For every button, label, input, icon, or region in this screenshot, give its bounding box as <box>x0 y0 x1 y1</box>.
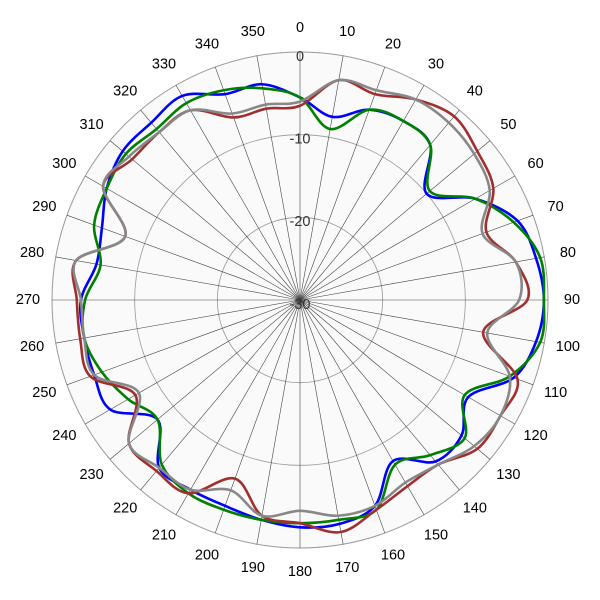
angle-tick-label: 240 <box>52 428 76 444</box>
angle-tick-label: 120 <box>523 428 547 444</box>
angle-tick-label: 210 <box>152 528 176 544</box>
angle-tick-label: 340 <box>195 36 219 52</box>
angle-tick-label: 10 <box>339 24 355 40</box>
grid-spoke <box>299 66 386 301</box>
grid-spoke <box>299 140 491 301</box>
grid-spoke <box>299 299 545 344</box>
angle-tick-label: 30 <box>428 56 444 72</box>
grid-spoke <box>85 299 301 425</box>
grid-spoke <box>214 299 301 534</box>
grid-spoke <box>299 299 534 386</box>
grid-spoke <box>109 299 301 460</box>
angle-tick-label: 80 <box>560 245 576 261</box>
grid-spoke <box>299 299 344 545</box>
grid-spoke <box>299 109 460 301</box>
angle-tick-label: 90 <box>564 292 580 308</box>
angle-tick-label: 280 <box>20 245 44 261</box>
angle-tick-label: 150 <box>424 528 448 544</box>
angle-tick-label: 100 <box>556 339 580 355</box>
grid-spoke <box>140 299 301 491</box>
grid-spoke <box>299 299 515 425</box>
radial-tick-label: -10 <box>290 131 311 147</box>
angle-tick-label: 170 <box>335 560 359 576</box>
grid-spoke <box>299 256 545 301</box>
angle-tick-label: 50 <box>500 117 516 133</box>
angle-tick-label: 60 <box>528 156 544 172</box>
grid-spoke <box>85 175 301 301</box>
angle-tick-label: 190 <box>241 560 265 576</box>
grid-spoke <box>256 299 301 545</box>
angle-tick-label: 270 <box>16 292 40 308</box>
grid-spoke <box>66 214 301 301</box>
angle-tick-label: 260 <box>20 339 44 355</box>
grid-spoke <box>109 140 301 301</box>
angle-tick-label: 180 <box>288 564 312 580</box>
angle-tick-label: 310 <box>79 117 103 133</box>
angle-tick-label: 220 <box>113 500 137 516</box>
grid-spoke <box>175 299 301 515</box>
angle-tick-label: 320 <box>113 84 137 100</box>
grid-spoke <box>55 299 301 344</box>
grid-spoke <box>256 55 301 301</box>
angle-tick-label: 70 <box>548 199 564 215</box>
grid-spoke <box>299 214 534 301</box>
angle-tick-label: 300 <box>52 156 76 172</box>
radial-tick-label: -20 <box>290 214 311 230</box>
grid-spoke <box>214 66 301 301</box>
angle-tick-label: 160 <box>381 548 405 564</box>
angle-tick-label: 20 <box>385 36 401 52</box>
grid-spoke <box>299 175 515 301</box>
angle-tick-label: 40 <box>467 84 483 100</box>
grid-spoke <box>299 299 491 460</box>
radial-tick-label: 0 <box>296 49 304 65</box>
angle-tick-label: 250 <box>32 385 56 401</box>
angle-tick-label: 140 <box>463 500 487 516</box>
series-line-4 <box>72 78 524 518</box>
grid-spoke <box>140 109 301 301</box>
angle-tick-label: 130 <box>496 467 520 483</box>
grid-spoke <box>66 299 301 386</box>
grid-spoke <box>175 85 301 301</box>
angle-tick-label: 290 <box>32 199 56 215</box>
angle-tick-label: 110 <box>544 385 567 401</box>
grid-spoke <box>299 299 386 534</box>
grid-spoke <box>299 55 344 301</box>
angle-tick-label: 0 <box>296 20 304 36</box>
radial-tick-label: -30 <box>290 297 311 313</box>
grid-spoke <box>299 299 425 515</box>
angle-tick-label: 200 <box>195 548 219 564</box>
angle-tick-label: 230 <box>79 467 103 483</box>
grid-spoke <box>299 299 460 491</box>
angle-tick-label: 350 <box>241 24 265 40</box>
angle-tick-label: 330 <box>152 56 176 72</box>
